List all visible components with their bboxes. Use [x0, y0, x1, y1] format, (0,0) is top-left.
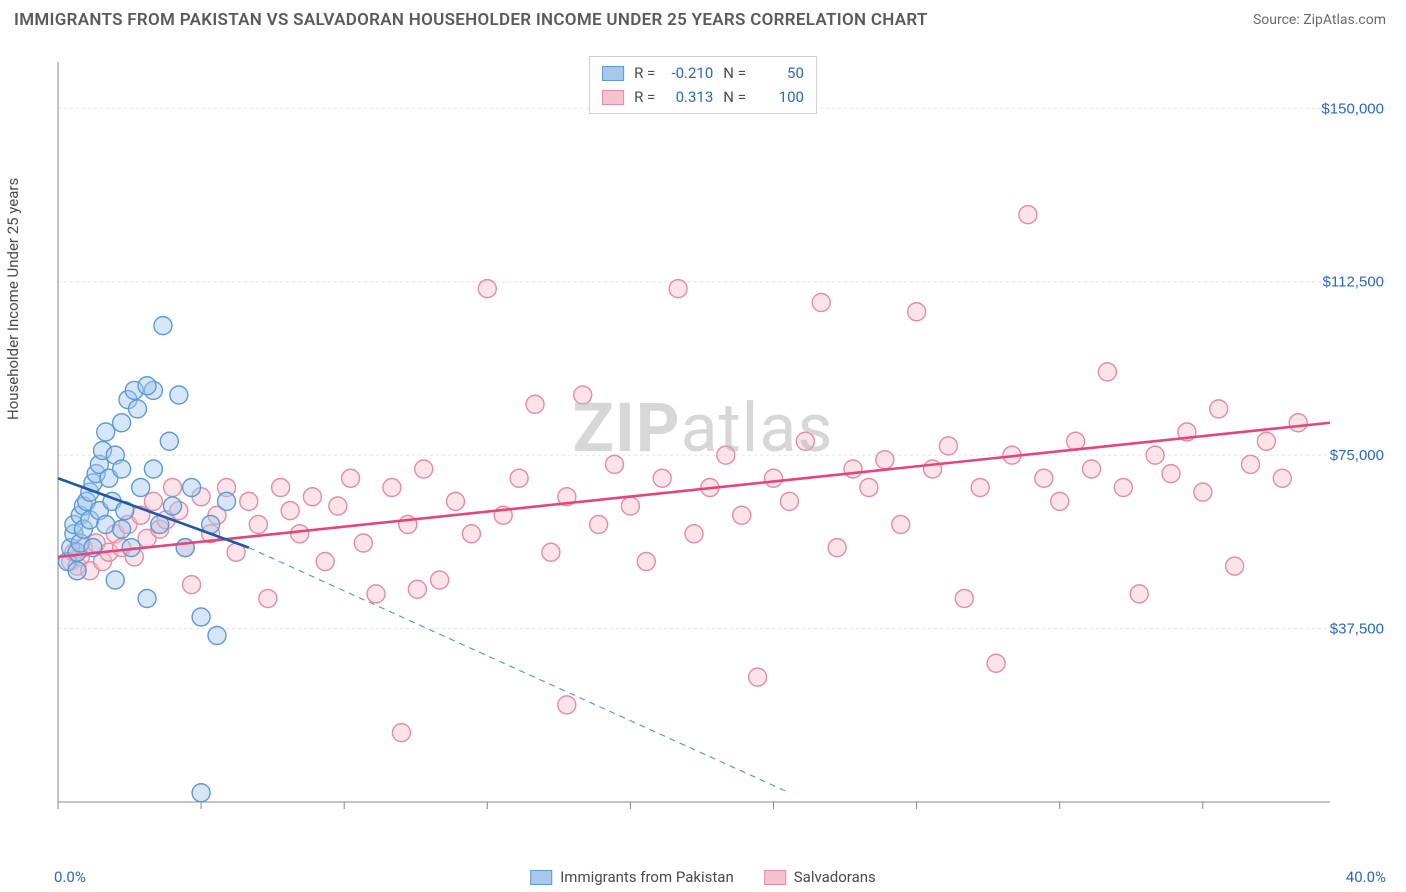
svg-text:$37,500: $37,500	[1330, 621, 1384, 638]
plot-container: $37,500 $75,000 $112,500 $150,000	[50, 54, 1390, 834]
n-value-pakistan: 50	[752, 61, 804, 85]
bottom-legend: Immigrants from Pakistan Salvadorans	[530, 868, 876, 886]
legend-item-salvadoran: Salvadorans	[764, 868, 876, 886]
chart-title: IMMIGRANTS FROM PAKISTAN VS SALVADORAN H…	[14, 10, 928, 30]
svg-text:$75,000: $75,000	[1330, 447, 1384, 464]
legend-label-salvadoran: Salvadorans	[794, 868, 876, 886]
stats-legend: R = -0.210 N = 50 R = 0.313 N = 100	[589, 56, 817, 114]
x-axis-max: 40.0%	[1346, 868, 1386, 886]
svg-text:$112,500: $112,500	[1323, 274, 1384, 291]
legend-label-pakistan: Immigrants from Pakistan	[560, 868, 734, 886]
stats-row-pakistan: R = -0.210 N = 50	[602, 61, 804, 85]
n-label: N =	[723, 85, 746, 109]
svg-text:$150,000: $150,000	[1321, 100, 1384, 117]
x-axis-min: 0.0%	[54, 868, 86, 886]
title-bar: IMMIGRANTS FROM PAKISTAN VS SALVADORAN H…	[0, 0, 1406, 40]
stats-row-salvadoran: R = 0.313 N = 100	[602, 85, 804, 109]
n-label: N =	[723, 61, 746, 85]
legend-item-pakistan: Immigrants from Pakistan	[530, 868, 734, 886]
r-value-pakistan: -0.210	[661, 61, 713, 85]
y-axis-label: Householder Income Under 25 years	[4, 178, 22, 420]
r-label: R =	[634, 85, 655, 109]
source-attribution: Source: ZipAtlas.com	[1253, 12, 1386, 28]
swatch-salvadoran	[764, 870, 786, 885]
scatter-chart: $37,500 $75,000 $112,500 $150,000	[50, 54, 1390, 834]
swatch-pakistan	[530, 870, 552, 885]
r-value-salvadoran: 0.313	[661, 85, 713, 109]
r-label: R =	[634, 61, 655, 85]
swatch-salvadoran	[602, 90, 624, 105]
n-value-salvadoran: 100	[752, 85, 804, 109]
swatch-pakistan	[602, 66, 624, 81]
